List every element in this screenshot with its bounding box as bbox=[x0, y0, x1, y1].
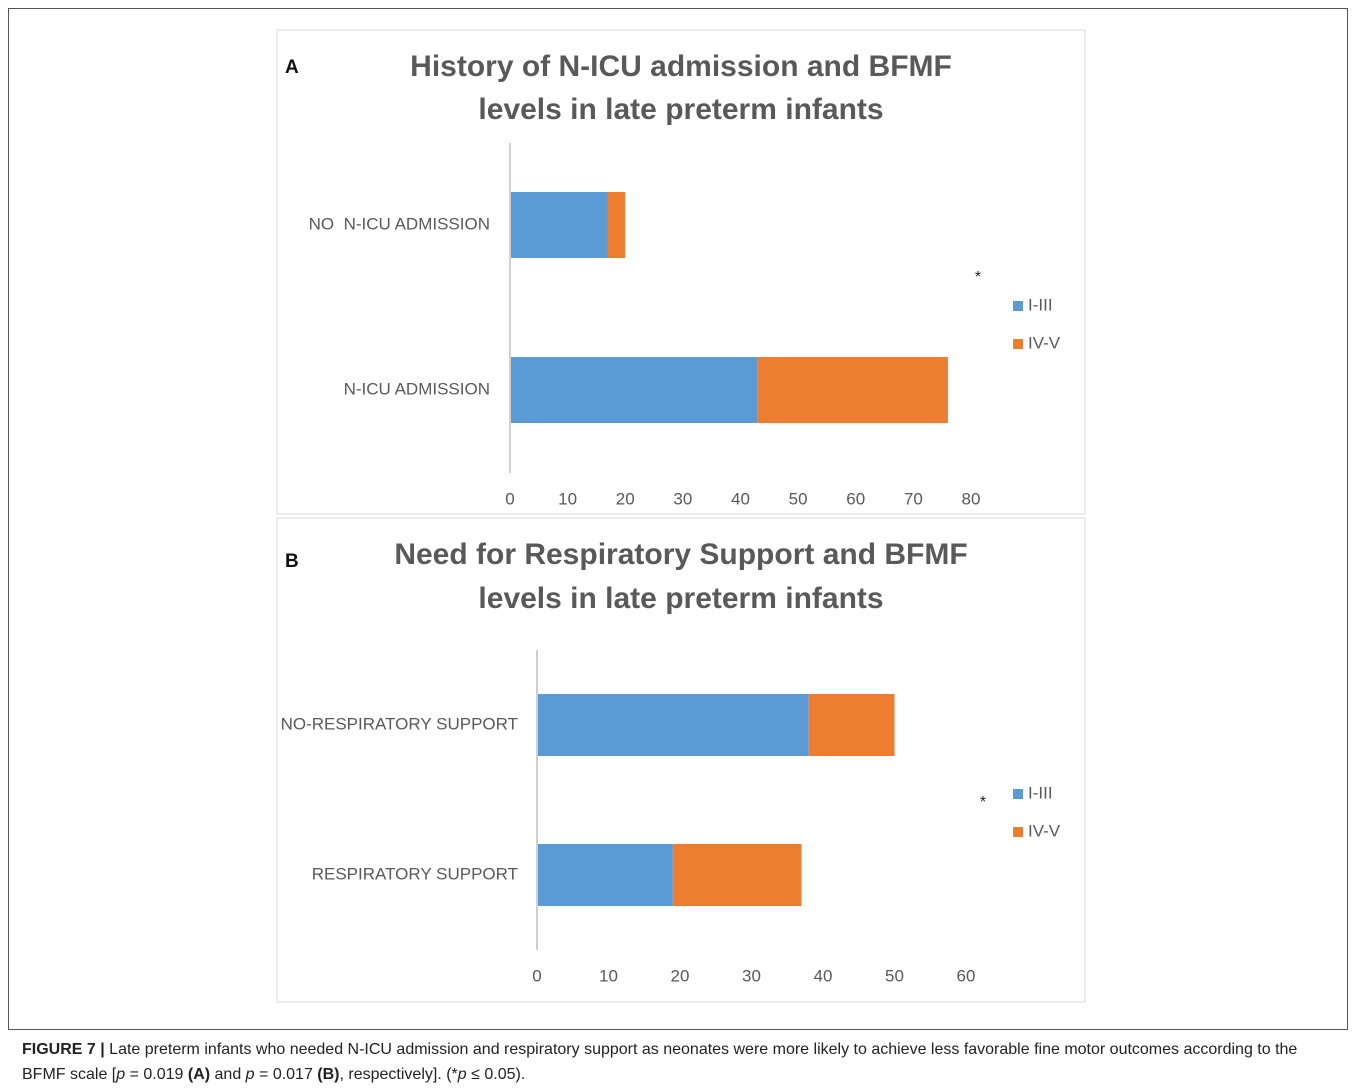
caption-text: = 0.019 bbox=[125, 1066, 188, 1083]
x-tick-label: 0 bbox=[532, 966, 541, 985]
x-tick-label: 20 bbox=[671, 966, 690, 985]
panel-box bbox=[276, 29, 1086, 515]
caption-text: = 0.017 bbox=[254, 1066, 318, 1083]
legend-swatch bbox=[1013, 827, 1023, 837]
legend-label: IV-V bbox=[1028, 821, 1061, 840]
caption-text: FIGURE 7 | bbox=[22, 1041, 105, 1058]
bar-segment bbox=[510, 192, 608, 258]
chart-title: levels in late preterm infants bbox=[478, 93, 883, 126]
x-tick-label: 10 bbox=[599, 966, 618, 985]
caption-text: (B) bbox=[317, 1066, 340, 1083]
legend-label: I-III bbox=[1028, 783, 1053, 802]
charts: A History of N-ICU admission and BFMF leve… bbox=[276, 29, 1086, 1003]
caption-text: Late preterm infants who needed N-ICU ad… bbox=[22, 1041, 1302, 1083]
y-tick-label: NO N-ICU ADMISSION bbox=[309, 214, 490, 233]
x-tick-label: 20 bbox=[616, 489, 635, 508]
caption: FIGURE 7 | Late preterm infants who need… bbox=[22, 1037, 1342, 1087]
x-tick-label: 30 bbox=[673, 489, 692, 508]
bar-segment bbox=[757, 357, 948, 423]
bar-segment bbox=[537, 844, 673, 906]
x-tick-label: 80 bbox=[962, 489, 981, 508]
caption-text: p bbox=[245, 1066, 255, 1083]
annotation: * bbox=[975, 269, 981, 286]
x-tick-label: 60 bbox=[846, 489, 865, 508]
bar-segment bbox=[672, 844, 802, 906]
legend-swatch bbox=[1013, 301, 1023, 311]
chart-title: Need for Respiratory Support and BFMF bbox=[394, 538, 967, 571]
x-tick-label: 0 bbox=[505, 489, 514, 508]
x-tick-label: 40 bbox=[814, 966, 833, 985]
caption-text: and bbox=[210, 1066, 246, 1083]
caption-text: ≤ 0.05). bbox=[466, 1066, 526, 1083]
x-tick-label: 30 bbox=[742, 966, 761, 985]
y-tick-label: NO-RESPIRATORY SUPPORT bbox=[281, 714, 518, 733]
bar-segment bbox=[510, 357, 758, 423]
bar-segment bbox=[537, 694, 809, 756]
caption-text: , respectively]. (* bbox=[339, 1066, 458, 1083]
legend-swatch bbox=[1013, 789, 1023, 799]
panel-box bbox=[276, 517, 1086, 1003]
caption-text: p bbox=[116, 1066, 126, 1083]
caption-text: (A) bbox=[187, 1066, 211, 1083]
panel-letter: B bbox=[285, 551, 299, 572]
x-tick-label: 50 bbox=[885, 966, 904, 985]
chart-title: History of N-ICU admission and BFMF bbox=[410, 50, 952, 83]
panel-letter: A bbox=[285, 57, 299, 78]
x-tick-label: 50 bbox=[789, 489, 808, 508]
caption-text: p bbox=[457, 1066, 467, 1083]
y-tick-label: RESPIRATORY SUPPORT bbox=[312, 864, 518, 883]
x-tick-label: 10 bbox=[558, 489, 577, 508]
bar-segment bbox=[607, 192, 626, 258]
legend-swatch bbox=[1013, 339, 1023, 349]
chart-title: levels in late preterm infants bbox=[478, 582, 883, 615]
x-tick-label: 40 bbox=[731, 489, 750, 508]
bar-segment bbox=[808, 694, 895, 756]
figure-frame bbox=[8, 8, 1348, 1030]
legend-label: IV-V bbox=[1028, 333, 1061, 352]
legend-label: I-III bbox=[1028, 295, 1053, 314]
x-tick-label: 70 bbox=[904, 489, 923, 508]
annotation: * bbox=[980, 794, 986, 811]
y-tick-label: N-ICU ADMISSION bbox=[344, 379, 490, 398]
x-tick-label: 60 bbox=[957, 966, 976, 985]
